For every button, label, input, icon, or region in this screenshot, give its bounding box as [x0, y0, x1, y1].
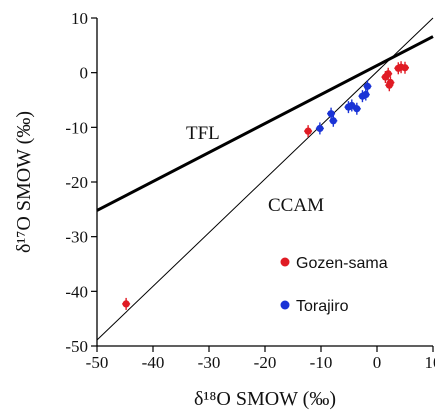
gozen-sama-point [401, 61, 409, 74]
tfl-line [96, 35, 434, 212]
torajiro-point [315, 122, 324, 135]
legend-marker [280, 300, 290, 310]
gozen-sama-point [385, 79, 394, 92]
x-tick-label: 0 [373, 353, 382, 372]
legend-entry: Torajiro [280, 298, 349, 315]
legend: Gozen-sama Torajiro [280, 255, 388, 315]
torajiro-point [329, 114, 338, 127]
y-tick-label: -10 [65, 118, 88, 137]
x-tick-label: -50 [86, 353, 109, 372]
legend-marker [280, 257, 290, 267]
gozen-sama-point [304, 125, 313, 138]
gozen-sama-point [122, 297, 131, 310]
x-tick-label: 10 [425, 353, 435, 372]
torajiro-point [363, 80, 372, 93]
x-tick-label: -10 [310, 353, 333, 372]
labels: TFL CCAM δ¹⁸O SMOW (‰) δ¹⁷O SMOW (‰) [13, 111, 336, 410]
y-tick-label: -20 [65, 173, 88, 192]
x-tick-label: -20 [254, 353, 277, 372]
ccam-label: CCAM [268, 195, 324, 216]
legend-label: Gozen-sama [296, 255, 388, 272]
axes: -50 -40 -30 -20 -10 0 10 10 0 -10 -20 -30 -40 -50 [65, 9, 435, 372]
torajiro-point [352, 102, 361, 115]
data-points [122, 61, 409, 310]
x-tick-label: -30 [198, 353, 221, 372]
y-tick-label: -40 [65, 282, 88, 301]
torajiro-point [361, 88, 370, 101]
reference-lines [96, 17, 434, 341]
y-tick-label: 0 [80, 64, 89, 83]
x-tick-label: -40 [142, 353, 165, 372]
tfl-label: TFL [186, 123, 220, 144]
gozen-sama-point [384, 67, 393, 80]
y-tick-label: -30 [65, 228, 88, 247]
y-tick-label: -50 [65, 337, 88, 356]
x-axis-title: δ¹⁸O SMOW (‰) [194, 388, 336, 410]
legend-label: Torajiro [296, 298, 349, 315]
y-axis-title: δ¹⁷O SMOW (‰) [13, 111, 35, 253]
ccam-line [96, 17, 434, 341]
legend-entry: Gozen-sama [280, 255, 388, 272]
y-tick-label: 10 [71, 9, 88, 28]
